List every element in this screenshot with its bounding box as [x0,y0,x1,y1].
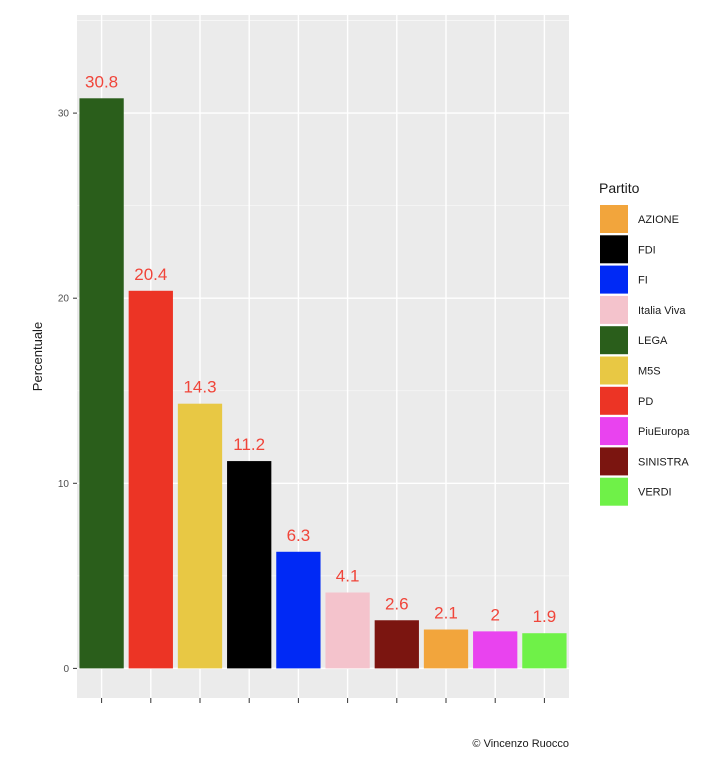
legend-label: FI [638,275,648,287]
bar-piueuropa [473,631,518,669]
legend-key [600,477,628,506]
bar-value-label: 2.6 [385,594,409,613]
legend-key [600,295,628,324]
bar-verdi [522,633,567,669]
bar-italia-viva [325,592,370,669]
y-axis-title: Percentuale [30,322,45,391]
bar-value-label: 20.4 [134,265,167,284]
x-axis [101,698,545,703]
legend-title: Partito [599,180,640,196]
bar-value-label: 2 [490,605,499,624]
y-tick-label: 20 [58,294,70,305]
legend-key [600,205,628,233]
legend-key [600,356,628,385]
legend-label: AZIONE [638,214,679,226]
bar-value-label: 1.9 [533,607,557,626]
bar-sinistra [374,620,419,669]
legend-key [600,235,628,264]
legend-label: PD [638,396,653,408]
bar-labels: 30.8 20.4 14.3 11.2 6.3 4.1 2.6 2.1 2 1.9 [85,72,556,626]
bar-fdi [227,461,272,669]
legend-label: LEGA [638,335,668,347]
legend-label: SINISTRA [638,456,689,468]
legend-key [600,447,628,476]
y-tick-label: 30 [58,109,70,120]
y-tick-label: 10 [58,479,70,490]
bar-azione [423,629,469,669]
bar-m5s [177,403,223,669]
bar-pd [128,290,173,669]
legend-key [600,326,628,355]
legend-items: AZIONE FDI FI Italia Viva LEGA M5S PD PiuEuropa… [600,205,690,506]
legend-key [600,265,628,294]
caption: © Vincenzo Ruocco [472,738,569,750]
bar-value-label: 30.8 [85,72,118,91]
bar-value-label: 6.3 [287,526,311,545]
bar-value-label: 11.2 [233,435,265,454]
bar-lega [79,98,124,669]
y-tick-label: 0 [63,664,69,675]
bar-value-label: 14.3 [183,378,216,397]
bar-value-label: 4.1 [336,566,360,585]
legend-label: M5S [638,366,661,378]
legend-label: VERDI [638,487,672,499]
legend-label: PiuEuropa [638,426,690,438]
legend: Partito AZIONE FDI FI Italia Viva LEGA M5S PD P… [599,180,690,506]
bar-value-label: 2.1 [434,604,458,623]
y-axis: 0 10 20 30 [58,109,77,675]
bar-fi [276,551,321,669]
bars [79,98,567,669]
legend-key [600,417,628,446]
legend-key [600,386,628,415]
legend-label: FDI [638,244,656,256]
legend-label: Italia Viva [638,305,686,317]
